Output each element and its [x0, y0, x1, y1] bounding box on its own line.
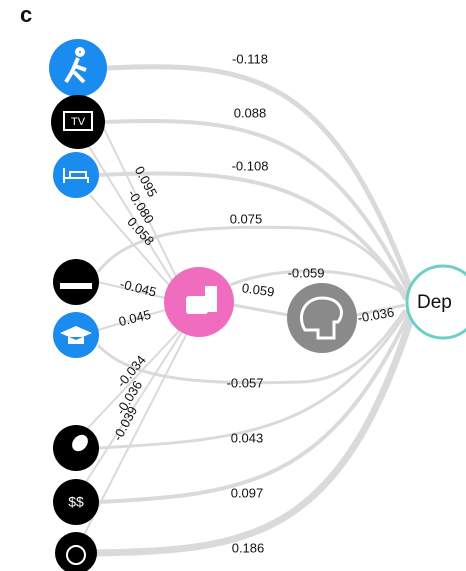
tv-label: TV: [71, 116, 86, 128]
edge-label: 0.045: [117, 307, 152, 329]
edge-label: -0.108: [232, 158, 269, 173]
drumstick-icon: [72, 434, 88, 452]
edge-label: -0.118: [232, 51, 268, 66]
edge-label: 0.043: [231, 430, 264, 445]
walk-icon: [64, 47, 87, 84]
brain-node: [287, 283, 357, 353]
sleep-node: [53, 152, 99, 198]
education-icon: [60, 326, 92, 344]
edge-label: 0.186: [232, 540, 265, 555]
food-icon: [186, 296, 208, 314]
smoking-icon: [60, 283, 92, 289]
edge-label: -0.045: [119, 276, 158, 299]
dep-label: Dep: [417, 292, 452, 313]
drink-icon: [205, 286, 217, 312]
sleep-icon: [63, 168, 89, 183]
edge-label: 0.059: [241, 280, 275, 299]
alarm-icon: [66, 545, 86, 565]
edge-label: -0.059: [288, 265, 325, 280]
tv-node: [51, 95, 105, 149]
tv-icon: [63, 111, 93, 131]
edge-label: -0.057: [227, 375, 264, 390]
panel-label: c: [20, 2, 32, 27]
edge-label: -0.036: [356, 304, 395, 325]
smoking-node: [53, 259, 99, 305]
brain-icon: [299, 296, 343, 340]
alarm-node: [55, 532, 97, 571]
nodes: TV $$ Dep: [49, 39, 466, 571]
edge-label: 0.075: [230, 211, 263, 226]
edge-label: 0.097: [231, 485, 264, 500]
edge-label: 0.088: [234, 105, 267, 120]
dep-node: [405, 264, 466, 340]
income-node: [53, 479, 99, 525]
income-label: $$: [68, 494, 84, 510]
edges: [83, 64, 416, 557]
